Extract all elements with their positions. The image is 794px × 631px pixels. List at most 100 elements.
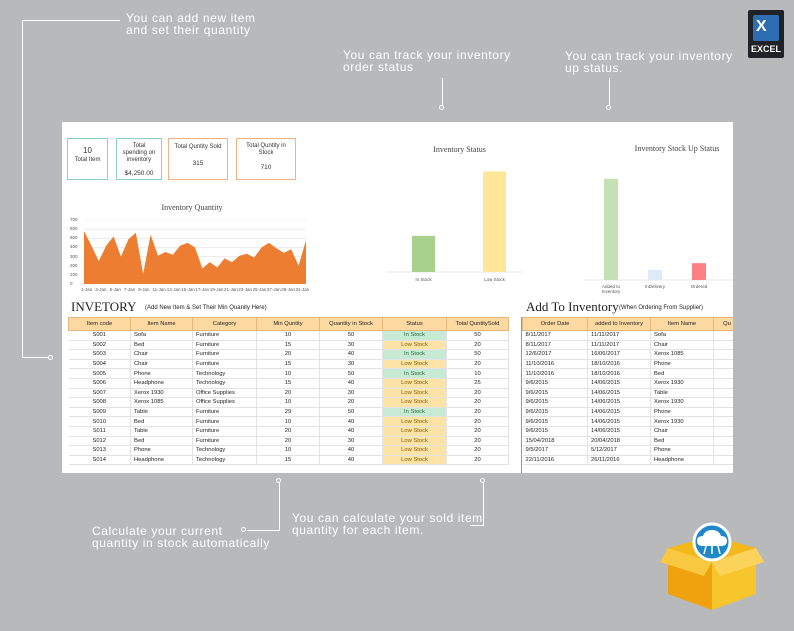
inventory-cell[interactable]: 10: [256, 445, 320, 456]
add-inventory-cell[interactable]: [713, 445, 733, 456]
add-inventory-cell[interactable]: Chair: [650, 340, 714, 351]
inventory-cell[interactable]: Bed: [130, 436, 193, 447]
add-inventory-cell[interactable]: 11/10/2016: [522, 359, 588, 370]
add-inventory-cell[interactable]: 9/6/2015: [522, 407, 588, 418]
add-inventory-cell[interactable]: 20/04/2018: [587, 436, 651, 447]
add-inventory-cell[interactable]: [713, 378, 733, 389]
inventory-cell[interactable]: S003: [68, 349, 131, 360]
inventory-cell[interactable]: 20: [256, 436, 320, 447]
status-badge[interactable]: In Stock: [382, 368, 447, 379]
add-inventory-cell[interactable]: 9/6/2015: [522, 397, 588, 408]
add-inventory-cell[interactable]: [713, 397, 733, 408]
inventory-cell[interactable]: 30: [319, 359, 383, 370]
status-badge[interactable]: Low Stock: [382, 445, 447, 456]
status-badge[interactable]: In Stock: [382, 407, 447, 418]
add-inventory-cell[interactable]: 9/6/2015: [522, 426, 588, 437]
add-inventory-cell[interactable]: Headphone: [650, 455, 714, 466]
inventory-cell[interactable]: 20: [446, 416, 509, 427]
add-inventory-cell[interactable]: [713, 368, 733, 379]
add-inventory-cell[interactable]: [713, 340, 733, 351]
add-inventory-cell[interactable]: 14/06/2015: [587, 416, 651, 427]
inventory-cell[interactable]: Xerox 1930: [130, 388, 193, 399]
inventory-cell[interactable]: 10: [256, 368, 320, 379]
inventory-cell[interactable]: S010: [68, 416, 131, 427]
inventory-cell[interactable]: 40: [319, 349, 383, 360]
inventory-cell[interactable]: S005: [68, 368, 131, 379]
status-badge[interactable]: Low Stock: [382, 436, 447, 447]
status-badge[interactable]: Low Stock: [382, 359, 447, 370]
inventory-cell[interactable]: S013: [68, 445, 131, 456]
add-inventory-cell[interactable]: Xerox 1930: [650, 397, 714, 408]
table-row[interactable]: S004 Chair Furniture 15 30 Low Stock 20: [68, 359, 509, 370]
inventory-cell[interactable]: Technology: [192, 378, 257, 389]
inventory-cell[interactable]: S009: [68, 407, 131, 418]
inventory-cell[interactable]: Furniture: [192, 416, 257, 427]
inventory-cell[interactable]: Table: [130, 426, 193, 437]
inventory-cell[interactable]: Table: [130, 407, 193, 418]
add-inventory-cell[interactable]: Phone: [650, 407, 714, 418]
add-inventory-cell[interactable]: 22/11/2016: [522, 455, 588, 466]
inventory-cell[interactable]: 10: [256, 416, 320, 427]
add-inventory-cell[interactable]: 14/06/2015: [587, 407, 651, 418]
status-badge[interactable]: Low Stock: [382, 388, 447, 399]
add-inventory-cell[interactable]: 26/11/2016: [587, 455, 651, 466]
inventory-cell[interactable]: Xerox 1085: [130, 397, 193, 408]
inventory-cell[interactable]: 30: [319, 340, 383, 351]
status-badge[interactable]: Low Stock: [382, 378, 447, 389]
inventory-cell[interactable]: 15: [256, 359, 320, 370]
inventory-column-header[interactable]: Item code: [68, 317, 131, 331]
inventory-cell[interactable]: 15: [256, 378, 320, 389]
inventory-cell[interactable]: 25: [446, 378, 509, 389]
inventory-cell[interactable]: S006: [68, 378, 131, 389]
table-row[interactable]: 11/10/2016 18/10/2016 Phone: [522, 359, 733, 370]
table-row[interactable]: 9/6/2015 14/06/2015 Table: [522, 388, 733, 399]
add-inventory-cell[interactable]: Table: [650, 388, 714, 399]
inventory-cell[interactable]: 40: [319, 378, 383, 389]
add-inventory-cell[interactable]: 9/6/2015: [522, 378, 588, 389]
add-inventory-cell[interactable]: 11/11/2017: [587, 340, 651, 351]
add-inventory-cell[interactable]: [713, 416, 733, 427]
inventory-cell[interactable]: 10: [256, 397, 320, 408]
add-inventory-column-header[interactable]: Order Date: [522, 317, 588, 331]
inventory-cell[interactable]: 30: [319, 388, 383, 399]
add-inventory-cell[interactable]: Bed: [650, 368, 714, 379]
inventory-cell[interactable]: 20: [446, 397, 509, 408]
add-inventory-cell[interactable]: 8/11/2017: [522, 340, 588, 351]
inventory-cell[interactable]: 20: [446, 407, 509, 418]
table-row[interactable]: 9/6/2015 14/06/2015 Xerox 1930: [522, 378, 733, 389]
inventory-cell[interactable]: Bed: [130, 416, 193, 427]
add-inventory-cell[interactable]: Xerox 1930: [650, 416, 714, 427]
inventory-cell[interactable]: 20: [446, 445, 509, 456]
add-inventory-cell[interactable]: Chair: [650, 426, 714, 437]
inventory-cell[interactable]: 20: [446, 340, 509, 351]
table-row[interactable]: 22/11/2016 26/11/2016 Headphone: [522, 455, 733, 466]
inventory-cell[interactable]: 40: [319, 445, 383, 456]
add-inventory-cell[interactable]: 8/11/2017: [522, 330, 588, 341]
inventory-cell[interactable]: Furniture: [192, 436, 257, 447]
inventory-cell[interactable]: Office Supplies: [192, 397, 257, 408]
add-inventory-cell[interactable]: [713, 330, 733, 341]
inventory-column-header[interactable]: Item Name: [130, 317, 193, 331]
add-inventory-cell[interactable]: 14/06/2015: [587, 378, 651, 389]
add-inventory-cell[interactable]: Xerox 1930: [650, 378, 714, 389]
inventory-column-header[interactable]: Total QuntitySold: [446, 317, 509, 331]
inventory-cell[interactable]: Furniture: [192, 330, 257, 341]
inventory-cell[interactable]: S002: [68, 340, 131, 351]
inventory-column-header[interactable]: Status: [382, 317, 447, 331]
add-inventory-cell[interactable]: 15/04/2018: [522, 436, 588, 447]
inventory-cell[interactable]: Headphone: [130, 378, 193, 389]
inventory-cell[interactable]: 50: [319, 368, 383, 379]
inventory-cell[interactable]: 20: [446, 359, 509, 370]
add-inventory-cell[interactable]: [713, 388, 733, 399]
inventory-cell[interactable]: Technology: [192, 368, 257, 379]
inventory-cell[interactable]: 20: [256, 349, 320, 360]
status-badge[interactable]: Low Stock: [382, 397, 447, 408]
inventory-cell[interactable]: S012: [68, 436, 131, 447]
table-row[interactable]: S005 Phone Technology 10 50 In Stock 10: [68, 368, 509, 379]
inventory-cell[interactable]: 20: [319, 397, 383, 408]
table-row[interactable]: S010 Bed Furniture 10 40 Low Stock 20: [68, 416, 509, 427]
add-inventory-cell[interactable]: [713, 359, 733, 370]
inventory-cell[interactable]: 10: [446, 368, 509, 379]
inventory-cell[interactable]: 20: [256, 426, 320, 437]
table-row[interactable]: 8/11/2017 11/11/2017 Chair: [522, 340, 733, 351]
